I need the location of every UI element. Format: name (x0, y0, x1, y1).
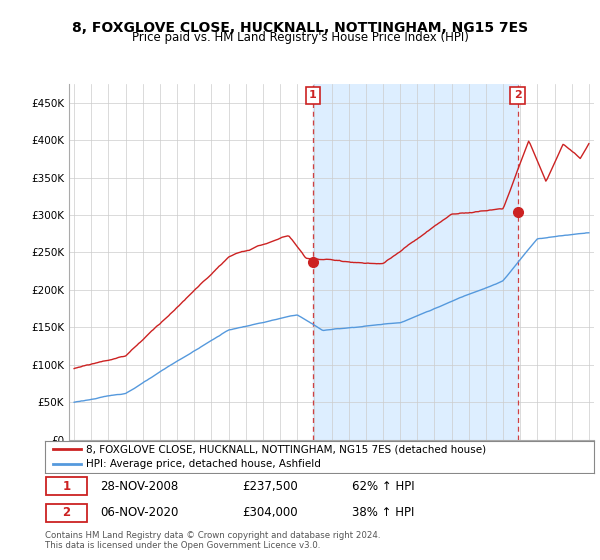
Text: HPI: Average price, detached house, Ashfield: HPI: Average price, detached house, Ashf… (86, 459, 321, 469)
Text: 8, FOXGLOVE CLOSE, HUCKNALL, NOTTINGHAM, NG15 7ES (detached house): 8, FOXGLOVE CLOSE, HUCKNALL, NOTTINGHAM,… (86, 445, 487, 455)
FancyBboxPatch shape (46, 477, 87, 496)
Text: Price paid vs. HM Land Registry's House Price Index (HPI): Price paid vs. HM Land Registry's House … (131, 31, 469, 44)
Text: 28-NOV-2008: 28-NOV-2008 (100, 480, 178, 493)
Text: Contains HM Land Registry data © Crown copyright and database right 2024.: Contains HM Land Registry data © Crown c… (45, 531, 380, 540)
Text: 06-NOV-2020: 06-NOV-2020 (100, 506, 178, 519)
FancyBboxPatch shape (46, 503, 87, 522)
Text: 2: 2 (514, 90, 521, 100)
Text: £237,500: £237,500 (242, 480, 298, 493)
Text: 1: 1 (62, 480, 70, 493)
Text: 2: 2 (62, 506, 70, 519)
Text: This data is licensed under the Open Government Licence v3.0.: This data is licensed under the Open Gov… (45, 541, 320, 550)
Text: 1: 1 (309, 90, 317, 100)
Text: 8, FOXGLOVE CLOSE, HUCKNALL, NOTTINGHAM, NG15 7ES: 8, FOXGLOVE CLOSE, HUCKNALL, NOTTINGHAM,… (72, 21, 528, 35)
Text: 38% ↑ HPI: 38% ↑ HPI (352, 506, 415, 519)
Text: £304,000: £304,000 (242, 506, 298, 519)
Bar (313, 84, 518, 440)
Text: 62% ↑ HPI: 62% ↑ HPI (352, 480, 415, 493)
